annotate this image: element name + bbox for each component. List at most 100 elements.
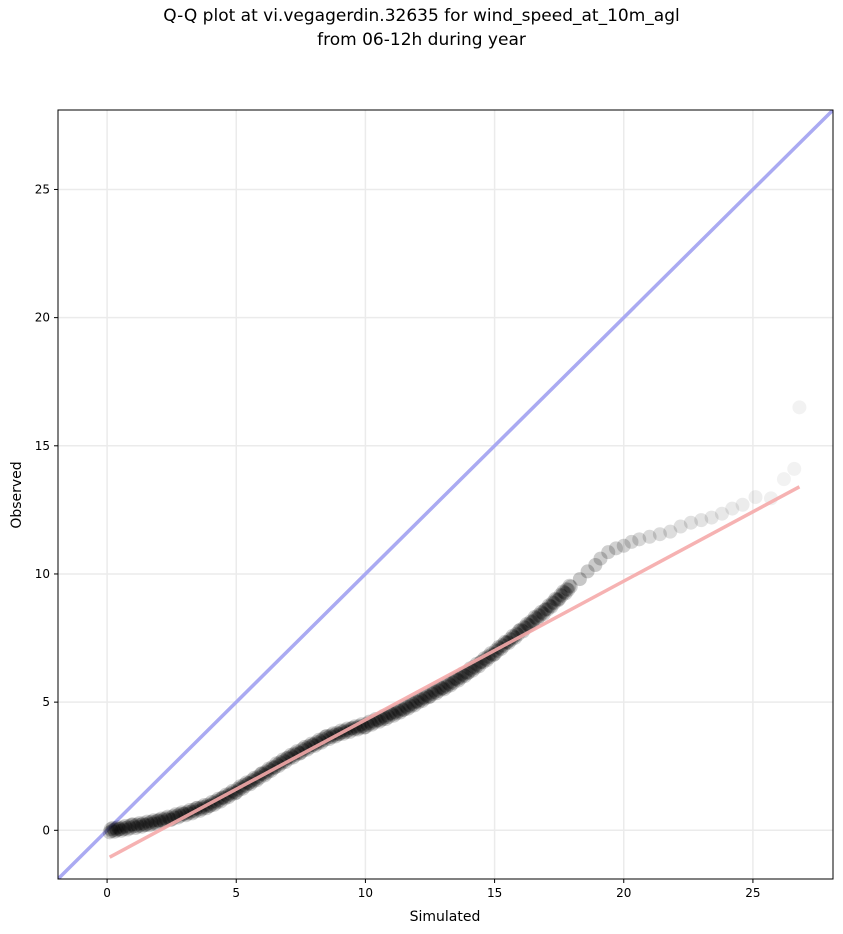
data-point [609, 541, 623, 556]
data-point [532, 609, 547, 624]
data-point [155, 813, 170, 828]
data-point [144, 814, 158, 829]
data-point [119, 820, 134, 835]
data-point [386, 708, 401, 723]
data-point [444, 674, 459, 689]
data-point [420, 688, 435, 703]
reference-line [58, 110, 833, 879]
axis-ticks: 0 5 10 15 20 25 0 5 10 15 20 25 [35, 182, 761, 900]
data-point [545, 595, 560, 610]
data-point [593, 551, 608, 566]
data-point [457, 669, 472, 684]
data-point [392, 704, 406, 719]
x-tick-label: 20 [616, 886, 631, 900]
data-point [419, 687, 434, 702]
y-tick-label: 20 [35, 311, 50, 325]
data-point [134, 819, 149, 834]
data-point [434, 681, 449, 696]
data-point [450, 672, 465, 687]
data-point [787, 461, 802, 476]
data-point [714, 506, 729, 521]
data-point [415, 694, 430, 709]
data-point [438, 678, 453, 693]
data-point [388, 704, 403, 719]
x-tick-label: 0 [103, 886, 111, 900]
data-point [105, 820, 120, 835]
data-point [435, 681, 450, 696]
data-point [115, 820, 130, 835]
data-point [525, 615, 540, 630]
chart-title-line-1: Q-Q plot at vi.vegagerdin.32635 for wind… [163, 6, 680, 26]
data-point [554, 588, 569, 603]
data-point [776, 472, 791, 487]
data-point [141, 816, 156, 831]
data-point [408, 694, 423, 709]
data-point [694, 513, 709, 528]
data-point [423, 689, 437, 704]
data-point [748, 490, 763, 505]
data-point [140, 814, 155, 829]
data-point [580, 564, 595, 579]
data-point [394, 701, 409, 716]
data-point [150, 813, 165, 828]
x-axis-label: Simulated [410, 909, 481, 925]
x-tick-label: 15 [487, 886, 502, 900]
data-point [558, 586, 573, 601]
data-point [127, 819, 142, 834]
data-point [372, 714, 387, 729]
data-point [410, 694, 425, 709]
data-point [432, 683, 447, 698]
data-point [572, 572, 587, 587]
data-point [550, 593, 565, 608]
data-point [556, 584, 571, 599]
data-point [116, 822, 131, 837]
y-tick-label: 15 [35, 439, 50, 453]
data-point [131, 819, 146, 834]
data-point [109, 823, 124, 838]
data-point [402, 697, 417, 712]
data-point [118, 818, 133, 833]
data-point [146, 813, 161, 828]
data-point [548, 591, 563, 606]
data-point [642, 529, 657, 544]
data-point [441, 675, 456, 690]
data-point [417, 691, 432, 706]
data-point [517, 620, 532, 635]
data-point [401, 701, 416, 716]
data-point [158, 811, 173, 826]
data-point [437, 682, 452, 697]
data-point [624, 534, 639, 549]
data-point [110, 820, 125, 835]
data-point [461, 665, 476, 680]
data-point [446, 675, 461, 690]
data-point [472, 659, 487, 674]
data-point [404, 695, 419, 710]
plot-frame [57, 109, 834, 880]
plot-area [58, 110, 833, 879]
fit-line [108, 485, 801, 859]
x-tick-label: 5 [232, 886, 240, 900]
data-point [534, 604, 549, 619]
data-point [102, 825, 117, 840]
data-point [393, 705, 408, 720]
data-point [367, 715, 382, 730]
data-point [527, 610, 542, 625]
data-point [160, 809, 175, 824]
data-point [111, 822, 126, 837]
data-point [519, 616, 534, 631]
data-point [385, 707, 400, 722]
data-point [543, 599, 558, 614]
data-point [137, 818, 152, 833]
data-point [673, 519, 688, 534]
y-tick-label: 5 [42, 695, 50, 709]
data-point [375, 712, 390, 727]
data-point [652, 527, 667, 542]
data-point [168, 807, 183, 822]
data-point [430, 682, 445, 697]
data-point [632, 532, 647, 547]
data-point [544, 599, 559, 614]
data-point [526, 614, 541, 629]
x-tick-label: 25 [745, 886, 760, 900]
data-point [142, 818, 157, 833]
data-point [523, 614, 538, 629]
